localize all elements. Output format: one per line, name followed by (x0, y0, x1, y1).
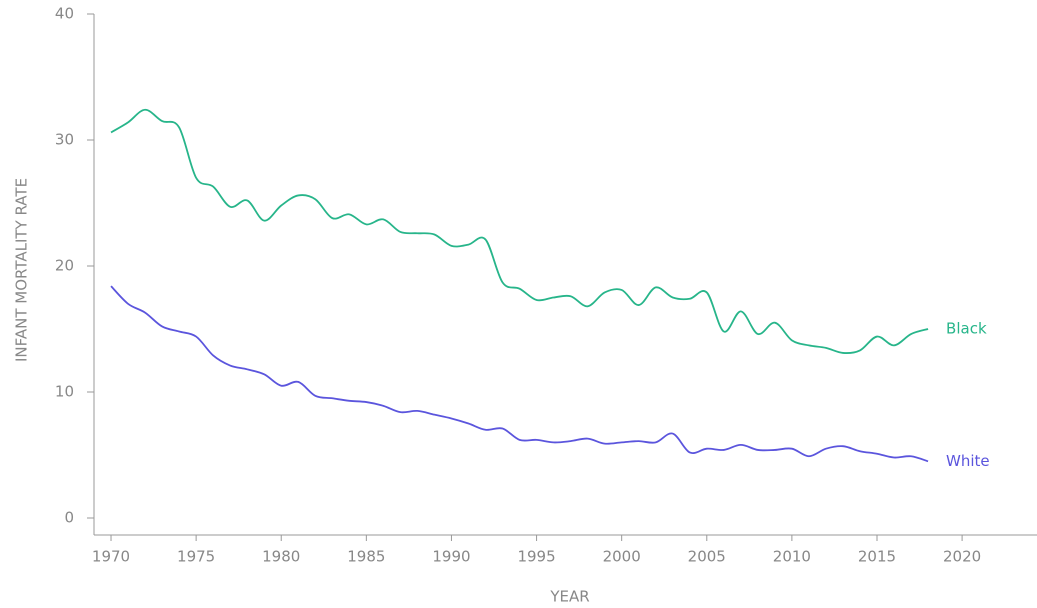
y-axis-title: INFANT MORTALITY RATE (13, 178, 31, 362)
x-tick-label: 2000 (603, 548, 641, 566)
x-tick-label: 2010 (773, 548, 811, 566)
x-tick-label: 2005 (688, 548, 726, 566)
x-tick-label: 2015 (858, 548, 896, 566)
y-tick-label: 40 (55, 5, 74, 23)
x-tick-label: 1975 (177, 548, 215, 566)
x-tick-label: 1985 (347, 548, 385, 566)
x-tick-label: 1995 (517, 548, 555, 566)
y-tick-label: 30 (55, 130, 74, 148)
series-label: Black (946, 319, 987, 337)
y-tick-label: 0 (64, 508, 74, 526)
x-tick-label: 2020 (943, 548, 981, 566)
y-tick-label: 20 (55, 256, 74, 274)
x-tick-label: 1970 (92, 548, 130, 566)
series-label: White (946, 452, 990, 470)
x-tick-label: 1980 (262, 548, 300, 566)
series-line (110, 108, 929, 355)
y-tick-label: 10 (55, 382, 74, 400)
series-line (110, 285, 929, 463)
x-axis-title: YEAR (549, 588, 589, 606)
x-tick-label: 1990 (432, 548, 470, 566)
